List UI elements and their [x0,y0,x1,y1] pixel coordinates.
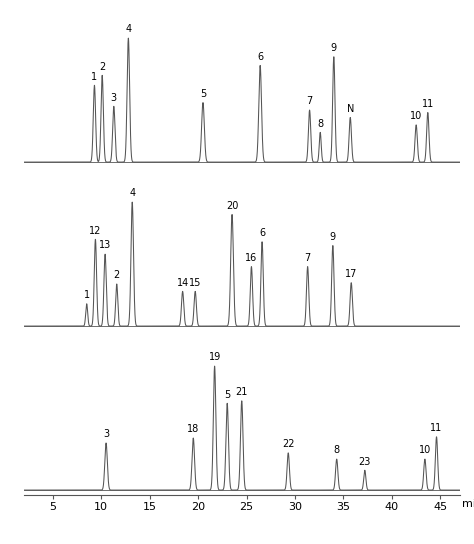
Text: 11: 11 [430,423,443,433]
Text: 1: 1 [91,71,98,82]
Text: 4: 4 [125,24,131,34]
Text: 17: 17 [345,269,357,279]
Text: 23: 23 [359,456,371,467]
Text: 6: 6 [259,228,265,238]
Text: 7: 7 [304,253,311,263]
Text: 2: 2 [114,270,120,280]
Text: 4: 4 [129,188,135,199]
Text: 8: 8 [334,446,340,455]
Text: 5: 5 [224,390,230,400]
Text: 11: 11 [422,99,434,109]
Text: 8: 8 [317,119,323,128]
Text: 2: 2 [99,61,105,72]
Text: 12: 12 [89,226,101,236]
Text: 19: 19 [209,353,221,362]
Text: 18: 18 [187,424,200,434]
Text: 20: 20 [226,201,238,211]
Text: N: N [346,104,354,114]
Text: 21: 21 [236,387,248,397]
Text: 13: 13 [99,240,111,250]
Text: 16: 16 [246,253,257,263]
Text: 7: 7 [307,96,313,106]
Text: 10: 10 [410,111,422,121]
Text: min: min [462,499,474,509]
Text: 15: 15 [189,277,201,288]
Text: 1: 1 [83,290,90,300]
Text: 3: 3 [103,429,109,439]
Text: 14: 14 [176,277,189,288]
Text: 22: 22 [282,439,294,449]
Text: 3: 3 [111,92,117,103]
Text: 6: 6 [257,52,263,61]
Text: 10: 10 [419,446,431,455]
Text: 5: 5 [200,89,206,99]
Text: 9: 9 [330,232,336,242]
Text: 9: 9 [331,43,337,53]
